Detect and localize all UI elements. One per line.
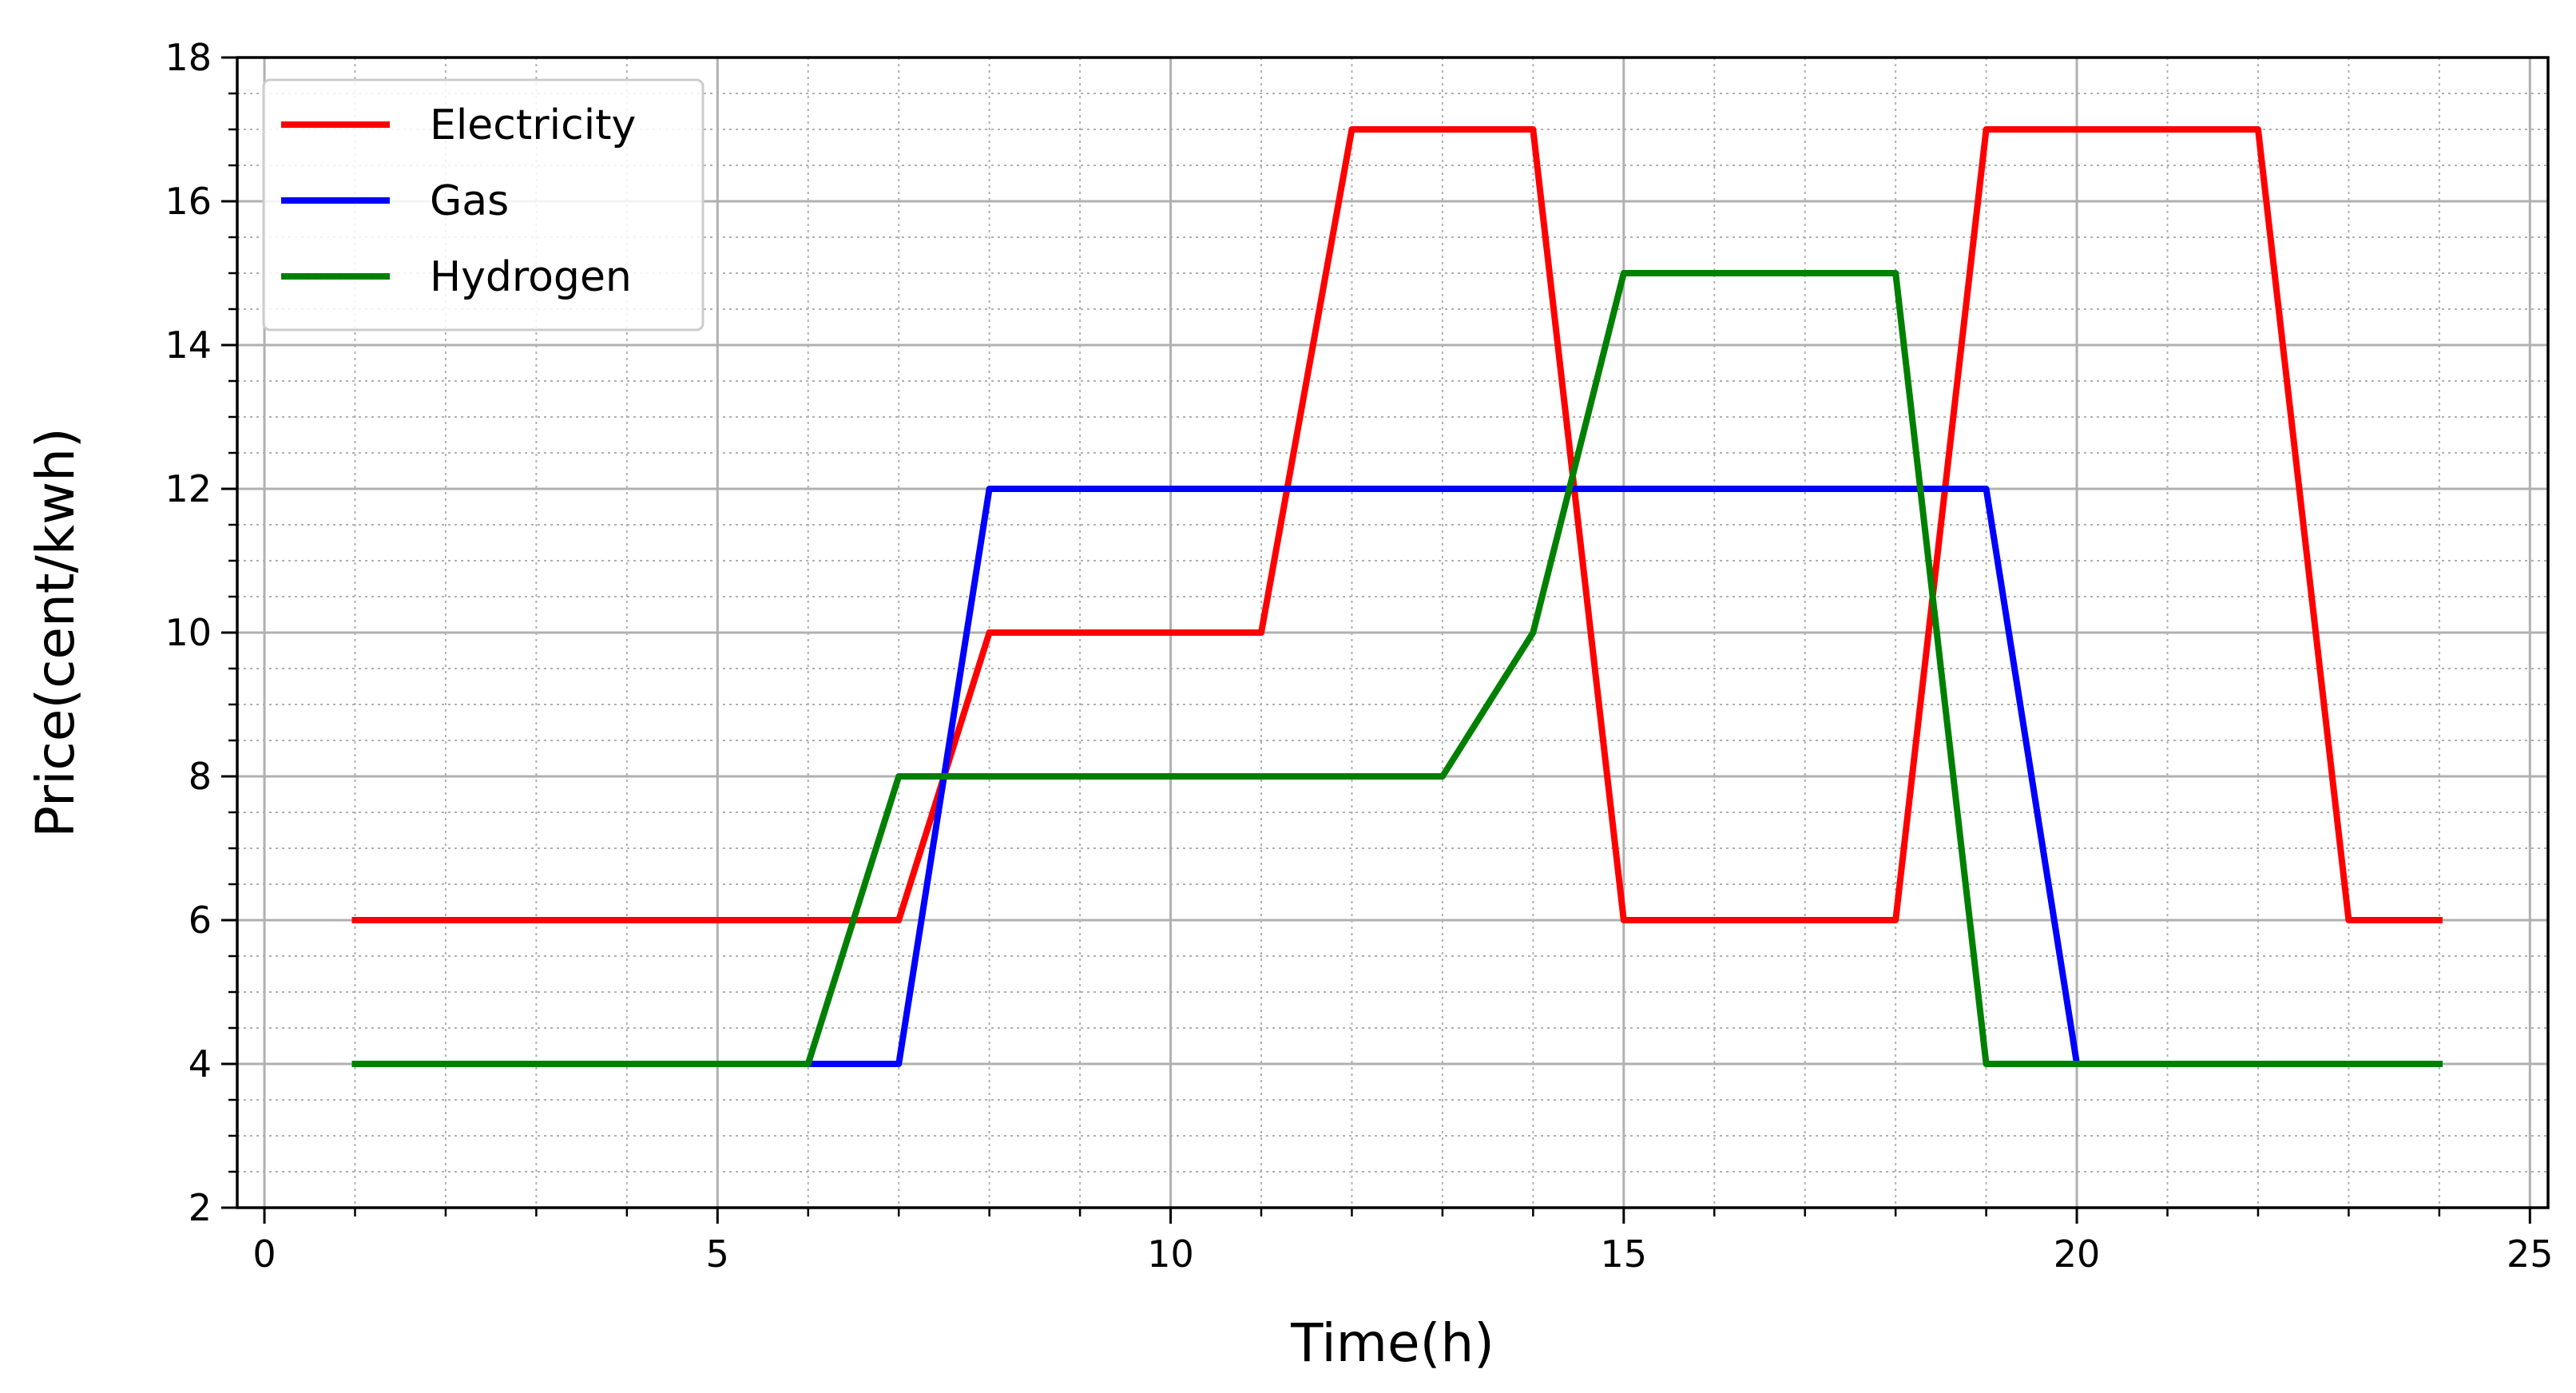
series-line-hydrogen xyxy=(351,270,2443,1067)
legend-box xyxy=(262,78,705,331)
y-tick-label: 16 xyxy=(165,180,212,223)
legend-label-electricity: Electricity xyxy=(430,101,636,149)
tick-labels: 0 5 10 15 20 25 2 4 6 8 10 12 14 16 18 xyxy=(165,36,2553,1276)
series-layer xyxy=(351,126,2443,1067)
y-tick-label: 18 xyxy=(165,36,212,79)
x-tick-label: 20 xyxy=(2054,1232,2101,1276)
x-axis-title: Time(h) xyxy=(1290,1312,1494,1374)
y-axis-title: Price(cent/kwh) xyxy=(25,427,86,837)
x-tick-label: 10 xyxy=(1147,1232,1194,1276)
y-tick-label: 4 xyxy=(189,1042,212,1085)
y-tick-label: 6 xyxy=(189,899,212,942)
y-tick-label: 14 xyxy=(165,323,212,367)
axis-ticks xyxy=(221,56,2531,1224)
x-tick-label: 25 xyxy=(2507,1232,2554,1276)
y-tick-label: 12 xyxy=(165,467,212,510)
legend: Electricity Gas Hydrogen xyxy=(262,78,705,331)
x-tick-label: 5 xyxy=(706,1232,729,1276)
x-tick-label: 15 xyxy=(1601,1232,1648,1276)
x-tick-label: 0 xyxy=(252,1232,276,1276)
series-line-electricity xyxy=(351,126,2443,923)
y-tick-label: 10 xyxy=(165,611,212,654)
legend-label-hydrogen: Hydrogen xyxy=(430,253,632,301)
y-tick-label: 2 xyxy=(189,1186,212,1229)
y-tick-label: 8 xyxy=(189,755,212,798)
legend-label-gas: Gas xyxy=(430,177,509,225)
